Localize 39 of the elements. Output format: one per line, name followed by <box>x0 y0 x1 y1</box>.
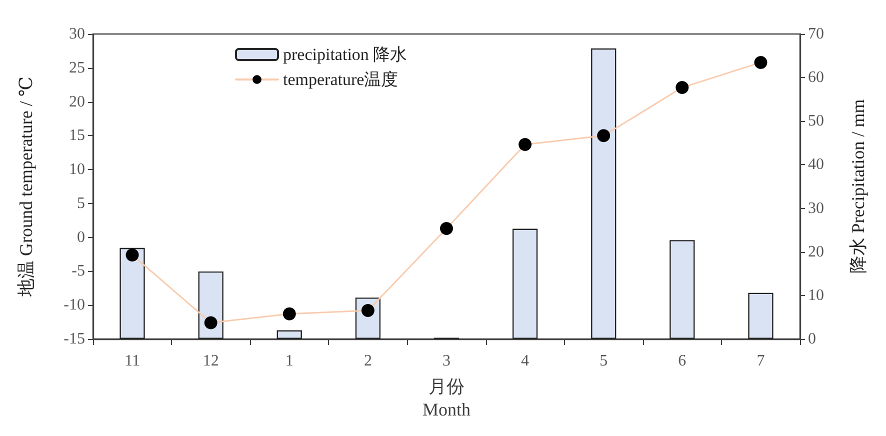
x-tick-label: 7 <box>756 352 765 370</box>
y2-axis-title: 降水 Precipitation / mm <box>848 99 868 274</box>
bar <box>120 248 145 339</box>
y2-tick-label: 20 <box>808 243 824 260</box>
y-tick-label: 20 <box>69 93 85 110</box>
y2-tick-label: 60 <box>808 69 824 86</box>
y-axis-title: 地温 Ground temperature / ℃ <box>16 76 36 298</box>
y2-tick-label: 0 <box>808 330 816 348</box>
legend-label: precipitation 降水 <box>283 45 408 64</box>
y-tick-label: 5 <box>77 194 85 212</box>
legend-label: temperature温度 <box>283 70 398 89</box>
x-tick-label: 11 <box>124 352 140 370</box>
y2-tick-label: 10 <box>808 286 824 304</box>
x-tick-label: 2 <box>364 352 372 370</box>
y2-tick-label: 70 <box>808 26 824 42</box>
x-tick-label: 4 <box>521 352 530 370</box>
y-tick-label: 10 <box>69 161 85 178</box>
bar <box>591 48 616 339</box>
y-tick-label: 15 <box>69 127 85 144</box>
x-axis-title: 月份 Month <box>422 376 471 420</box>
y-tick-label: 0 <box>77 228 85 246</box>
y-tick-label: 25 <box>69 59 85 76</box>
bar <box>748 292 774 339</box>
bar <box>198 271 224 339</box>
bar <box>276 330 302 339</box>
y-tick-label: -5 <box>72 262 85 280</box>
y-tick-label: -15 <box>64 330 85 348</box>
x-tick-label: 12 <box>202 352 219 370</box>
x-tick-label: 5 <box>600 352 608 370</box>
y2-tick-label: 30 <box>808 200 824 217</box>
y-tick-label: -10 <box>64 296 85 314</box>
bar <box>512 228 538 339</box>
x-tick-label: 3 <box>442 352 450 370</box>
y-tick-label: 30 <box>69 26 85 42</box>
bar <box>670 240 695 339</box>
x-tick-label: 6 <box>678 352 686 370</box>
x-tick-label: 1 <box>285 352 294 370</box>
y2-tick-label: 50 <box>808 112 824 130</box>
y2-tick-label: 40 <box>808 156 824 174</box>
